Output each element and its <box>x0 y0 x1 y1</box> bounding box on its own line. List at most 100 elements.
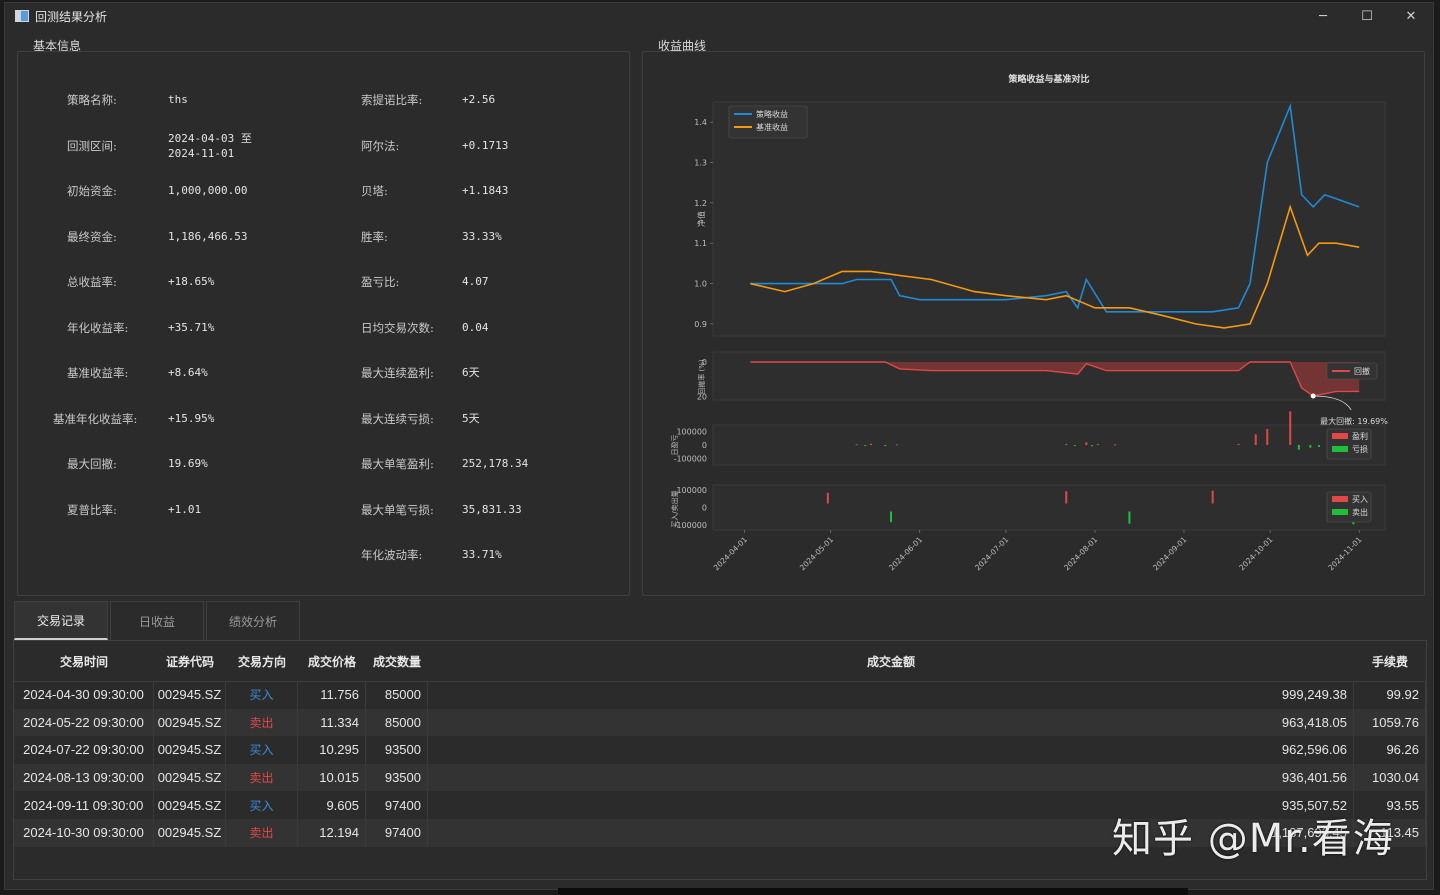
volume-legend-swatch <box>1332 496 1348 502</box>
table-cell: 93.55 <box>1354 791 1426 819</box>
column-header[interactable]: 交易方向 <box>237 654 286 669</box>
table-cell: 2024-07-22 09:30:00 <box>14 736 154 764</box>
info-label: 最大回撤: <box>67 457 117 471</box>
annotation-arrow <box>1313 395 1352 411</box>
x-tick-label: 2024-09-01 <box>1151 535 1188 572</box>
plot-area <box>712 101 1386 337</box>
pnl-bar <box>1266 429 1269 445</box>
table-cell: 96.26 <box>1354 736 1426 764</box>
tab-performance[interactable]: 绩效分析 <box>206 601 300 640</box>
basic-info-title: 基本信息 <box>33 39 82 53</box>
tab-trade-records[interactable]: 交易记录 <box>14 601 108 640</box>
info-label: 胜率: <box>361 229 388 244</box>
table-row[interactable]: 2024-08-13 09:30:00 002945.SZ 卖出 10.015 9350… <box>14 763 1426 792</box>
info-value: +35.71% <box>168 320 215 334</box>
trade-table[interactable]: 交易时间 证券代码 交易方向 成交价格 成交数量 成交金额 手续费 2024-04-30 0… <box>13 640 1427 880</box>
volume-tick-label: 0 <box>702 504 707 513</box>
table-row[interactable]: 2024-10-30 09:30:00 002945.SZ 卖出 12.194 9740… <box>14 819 1426 847</box>
pnl-bar <box>1114 444 1117 446</box>
table-cell: 2024-05-22 09:30:00 <box>14 708 154 737</box>
y-tick-label: 1.3 <box>694 159 707 168</box>
table-cell: 002945.SZ <box>154 819 226 847</box>
volume-axis-label: 买入/卖出量 <box>670 490 679 527</box>
pnl-bar <box>1085 442 1088 445</box>
info-label: 贝塔: <box>361 184 388 198</box>
table-cell: 935,507.52 <box>428 791 1354 819</box>
volume-legend-label: 买入 <box>1352 495 1368 504</box>
info-value: +15.95% <box>168 411 215 425</box>
pnl-bar <box>1237 443 1240 445</box>
table-cell: 002945.SZ <box>154 763 226 792</box>
column-header[interactable]: 证券代码 <box>165 654 214 669</box>
info-value: 33.71% <box>462 548 502 561</box>
y-tick-label: 1.0 <box>694 280 707 289</box>
legend-label: 基准收益 <box>756 122 788 132</box>
x-tick-label: 2024-11-01 <box>1326 535 1363 572</box>
table-cell: 99.92 <box>1354 681 1426 709</box>
x-tick-label: 2024-04-01 <box>712 535 749 572</box>
table-header: 交易时间 证券代码 交易方向 成交价格 成交数量 成交金额 手续费 <box>14 641 1426 682</box>
pnl-legend-label: 亏损 <box>1352 444 1368 454</box>
curve-panel-title: 收益曲线 <box>658 39 707 53</box>
table-row[interactable]: 2024-05-22 09:30:00 002945.SZ 卖出 11.334 8500… <box>14 708 1426 737</box>
table-row[interactable]: 2024-09-11 09:30:00 002945.SZ 买入 9.605 97400… <box>14 791 1426 819</box>
dd-tick-label: 0 <box>702 358 707 367</box>
table-cell: 002945.SZ <box>154 681 226 709</box>
info-value: 1,000,000.00 <box>168 184 248 197</box>
info-value: 4.07 <box>462 275 489 288</box>
horizontal-scrollbar[interactable] <box>558 888 1188 895</box>
table-cell: 12.194 <box>298 819 366 847</box>
info-value: 19.69% <box>168 457 208 470</box>
table-row[interactable]: 2024-07-22 09:30:00 002945.SZ 买入 10.295 9350… <box>14 736 1426 764</box>
basic-info-panel: 策略名称: ths 回测区间: 2024-04-03 至 2024-11-01 初始资金… <box>17 51 630 596</box>
table-cell: 97400 <box>366 791 428 819</box>
pnl-bar <box>1289 411 1292 445</box>
x-tick-label: 2024-08-01 <box>1062 535 1099 572</box>
table-cell: 2024-08-13 09:30:00 <box>14 763 154 792</box>
table-cell: 2024-04-30 09:30:00 <box>14 681 154 709</box>
column-header[interactable]: 成交金额 <box>866 654 915 669</box>
table-cell: 002945.SZ <box>154 791 226 819</box>
maximize-button[interactable]: ☐ <box>1361 8 1373 24</box>
table-cell: 11.756 <box>298 681 366 709</box>
volume-tick-label: -100000 <box>674 521 707 530</box>
info-label: 最大单笔亏损: <box>361 502 434 517</box>
info-label: 回测区间: <box>67 138 117 153</box>
series-line-0 <box>750 102 1360 313</box>
x-tick-label: 2024-10-01 <box>1237 535 1274 572</box>
title-bar[interactable]: 回测结果分析 ─ ☐ ✕ <box>5 3 1433 29</box>
volume-bar <box>1065 491 1068 504</box>
pnl-bar <box>1096 443 1099 445</box>
table-cell: 1030.04 <box>1354 763 1426 792</box>
table-row[interactable]: 2024-04-30 09:30:00 002945.SZ 买入 11.756 8500… <box>14 681 1426 709</box>
table-cell: 85000 <box>366 681 428 709</box>
column-header[interactable]: 交易时间 <box>59 654 108 669</box>
info-value: 6天 <box>462 366 480 379</box>
y-axis-label: 净值 <box>696 211 706 227</box>
info-label: 盈亏比: <box>361 275 400 289</box>
table-cell: 002945.SZ <box>154 708 226 737</box>
table-cell: 10.295 <box>298 736 366 764</box>
info-label: 初始资金: <box>67 184 117 198</box>
column-header[interactable]: 成交数量 <box>372 654 421 669</box>
info-label: 最大连续亏损: <box>361 411 434 426</box>
column-header[interactable]: 成交价格 <box>307 654 356 669</box>
pnl-axis-label: 日盈亏 <box>671 435 679 456</box>
close-button[interactable]: ✕ <box>1405 8 1417 24</box>
minimize-button[interactable]: ─ <box>1319 8 1327 24</box>
volume-bar <box>890 511 893 523</box>
pnl-bar <box>1309 445 1312 448</box>
table-cell: 买入 <box>226 736 298 764</box>
volume-bar <box>826 492 829 504</box>
table-cell: 963,418.05 <box>428 708 1354 737</box>
column-header[interactable]: 手续费 <box>1371 654 1408 669</box>
table-cell: 卖出 <box>226 763 298 792</box>
chart-title: 策略收益与基准对比 <box>1007 73 1089 85</box>
pnl-bar <box>1073 445 1076 446</box>
tab-daily-returns[interactable]: 日收益 <box>110 601 204 640</box>
pnl-bar <box>855 444 858 446</box>
app-icon <box>15 10 29 22</box>
series-line-1 <box>750 204 1360 329</box>
y-tick-label: 1.1 <box>694 239 707 248</box>
